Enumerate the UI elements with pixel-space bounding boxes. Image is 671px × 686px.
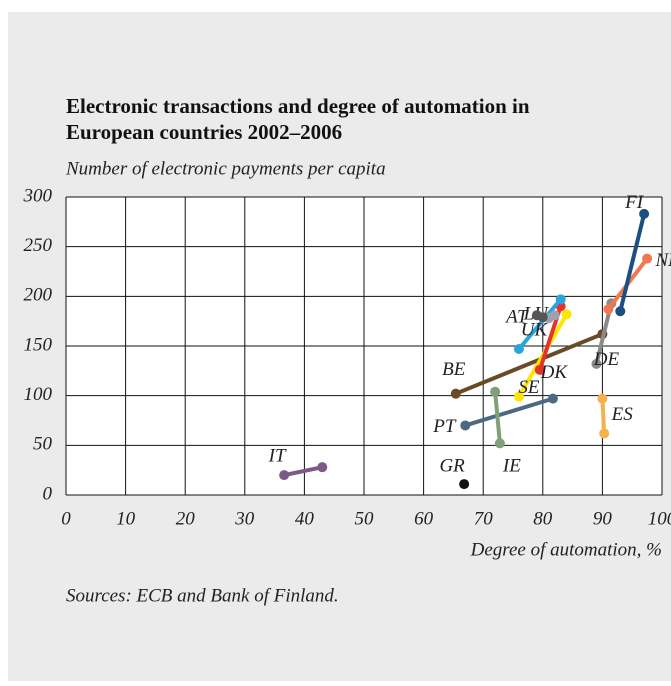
chart-title: European countries 2002–2006 (66, 120, 342, 144)
y-tick-label: 250 (24, 235, 53, 256)
y-tick-label: 0 (43, 483, 53, 504)
marker (450, 388, 461, 399)
marker (561, 309, 572, 320)
marker (490, 386, 501, 397)
x-axis-label: Degree of automation, % (470, 539, 662, 560)
x-tick-label: 20 (176, 508, 196, 529)
series-label: GR (439, 455, 465, 476)
series-label: ES (611, 404, 634, 425)
x-tick-label: 0 (61, 508, 71, 529)
marker (494, 438, 505, 449)
marker (459, 479, 470, 490)
series-label: SE (518, 377, 540, 398)
marker (615, 306, 626, 317)
y-tick-label: 100 (24, 384, 53, 405)
chart-title: Electronic transactions and degree of au… (66, 94, 530, 118)
x-tick-label: 90 (593, 508, 613, 529)
x-tick-label: 30 (234, 508, 255, 529)
marker (599, 428, 610, 439)
marker (537, 312, 548, 323)
marker (603, 304, 614, 315)
series-label: BE (442, 359, 466, 380)
marker (460, 420, 471, 431)
series-line (493, 391, 502, 444)
marker (513, 391, 524, 402)
series-label: IT (268, 445, 287, 466)
marker (534, 364, 545, 375)
y-tick-label: 200 (24, 285, 53, 306)
x-tick-label: 70 (474, 508, 494, 529)
marker (279, 470, 290, 481)
source: Sources: ECB and Bank of Finland. (66, 585, 339, 606)
marker (547, 393, 558, 404)
y-axis-label: Number of electronic payments per capita (65, 158, 386, 179)
series-label: IE (502, 456, 521, 477)
series-label: AT (504, 307, 529, 328)
series-line (464, 396, 554, 428)
marker (639, 208, 650, 219)
x-tick-label: 50 (355, 508, 375, 529)
series-line (517, 298, 563, 351)
x-tick-label: 10 (116, 508, 136, 529)
marker (555, 294, 566, 305)
x-tick-label: 40 (295, 508, 315, 529)
x-tick-label: 100 (648, 508, 671, 529)
y-tick-label: 50 (33, 434, 53, 455)
series-label: FI (624, 192, 645, 213)
series-line (455, 332, 604, 396)
x-tick-label: 60 (414, 508, 434, 529)
series-label: UK (521, 319, 549, 340)
series-label: NL (654, 250, 671, 271)
series-line (618, 213, 647, 312)
marker (317, 462, 328, 473)
marker (591, 358, 602, 369)
y-tick-label: 300 (23, 185, 53, 206)
series-line (283, 465, 323, 478)
series-label: PT (432, 416, 457, 437)
series-label: DE (593, 349, 620, 370)
marker (513, 343, 524, 354)
marker (597, 393, 608, 404)
marker (549, 310, 560, 321)
y-tick-label: 150 (24, 334, 53, 355)
x-tick-label: 80 (533, 508, 553, 529)
marker (642, 253, 653, 264)
series-label: DK (540, 362, 569, 383)
series-line (600, 398, 607, 434)
